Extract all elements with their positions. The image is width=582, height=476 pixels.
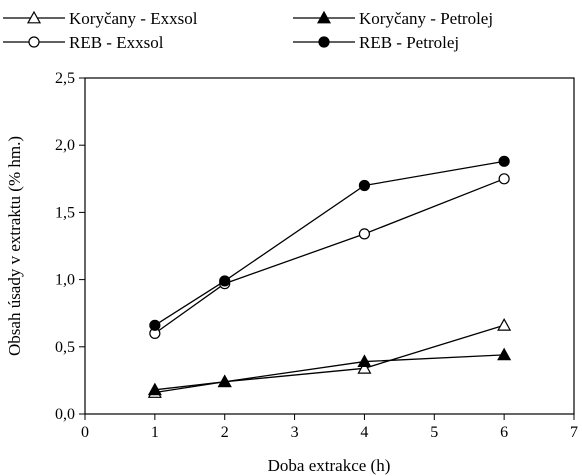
legend-marker	[26, 10, 42, 24]
data-point	[219, 275, 231, 287]
series-line	[154, 160, 505, 326]
series-line	[154, 324, 505, 394]
x-tick-label: 6	[500, 424, 508, 441]
x-tick-label: 7	[570, 424, 578, 441]
y-tick-label: 1,5	[55, 204, 75, 221]
series-layer	[147, 155, 512, 398]
y-tick-label: 0,5	[55, 339, 75, 356]
legend-marker	[318, 36, 330, 48]
series-3	[149, 173, 510, 339]
x-axis-title: Doba extrakce (h)	[268, 456, 391, 475]
legend: Koryčany - Exxsol Koryčany - Petrolej REB …	[3, 9, 493, 52]
x-tick-label: 5	[430, 424, 438, 441]
data-point	[217, 374, 232, 388]
x-tick-label: 3	[291, 424, 299, 441]
legend-label: Koryčany - Petrolej	[359, 9, 493, 28]
data-point	[498, 155, 510, 167]
data-point	[498, 173, 510, 185]
data-point	[357, 354, 372, 367]
data-point	[497, 318, 512, 331]
data-point	[149, 319, 161, 331]
data-point	[497, 347, 512, 361]
y-tick-label: 0,0	[55, 406, 75, 423]
axis-ticks: 0 1 2 3 4 5 6 7 0,0 0,5 1,0 1,5 2,0 2,5	[55, 70, 578, 441]
plot-area	[84, 77, 575, 415]
series-2	[147, 347, 512, 396]
series-line	[154, 178, 505, 334]
data-point	[357, 361, 372, 374]
legend-label: REB - Exxsol	[69, 33, 164, 52]
legend-marker	[316, 10, 332, 24]
legend-label: Koryčany - Exxsol	[69, 9, 198, 28]
x-tick-label: 1	[151, 424, 159, 441]
x-tick-label: 0	[81, 424, 89, 441]
y-tick-label: 1,0	[55, 272, 75, 289]
x-tick-label: 4	[360, 424, 368, 441]
x-tick-label: 2	[221, 424, 229, 441]
series-1	[147, 318, 512, 398]
y-axis-title: Obsah úsady v extraktu (% hm.)	[5, 136, 24, 356]
data-point	[147, 382, 162, 396]
data-point	[358, 179, 371, 192]
y-tick-label: 2,5	[55, 70, 75, 87]
series-4	[149, 155, 510, 331]
data-point	[358, 228, 371, 240]
y-tick-label: 2,0	[55, 137, 75, 154]
series-line	[154, 354, 505, 391]
legend-label: REB - Petrolej	[359, 33, 459, 52]
legend-marker	[28, 36, 40, 48]
